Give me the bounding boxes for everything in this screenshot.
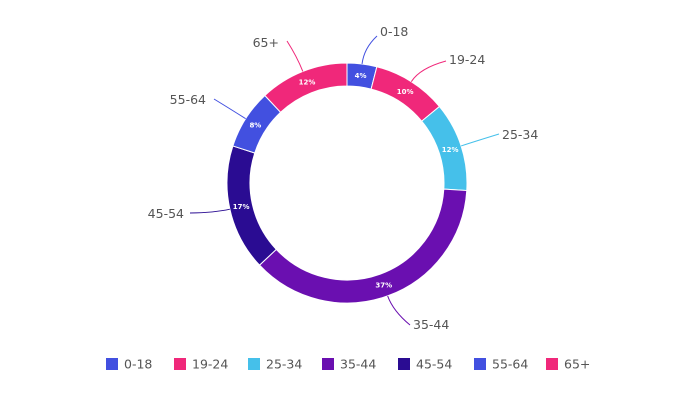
slice-35-44 <box>258 188 468 304</box>
legend-swatch <box>474 358 486 370</box>
category-label: 0-18 <box>380 24 408 39</box>
legend-swatch <box>546 358 558 370</box>
slice-value-label: 4% <box>355 72 367 80</box>
category-label: 55-64 <box>170 92 206 107</box>
slice-value-label: 37% <box>375 282 392 290</box>
legend-swatch <box>248 358 260 370</box>
slice-65+ <box>264 62 348 113</box>
legend-item[interactable]: 35-44 <box>322 357 376 372</box>
connector-line <box>410 60 447 82</box>
category-label: 25-34 <box>502 127 538 142</box>
legend-label: 25-34 <box>266 357 302 372</box>
legend-item[interactable]: 0-18 <box>106 357 152 372</box>
legend-label: 35-44 <box>340 357 376 372</box>
category-label: 45-54 <box>148 206 184 221</box>
slice-value-label: 12% <box>299 79 316 87</box>
connector-line <box>387 295 411 326</box>
slice-value-label: 10% <box>397 88 414 96</box>
legend: 0-18 19-24 25-34 35-44 45-54 55-64 65+ <box>106 357 590 372</box>
legend-swatch <box>398 358 410 370</box>
legend-swatch <box>106 358 118 370</box>
percentage-labels: 4% 10% 12% 37% 17% 8% 12% <box>233 72 459 290</box>
slice-value-label: 12% <box>442 146 459 154</box>
connector-line <box>286 40 304 72</box>
slice-value-label: 8% <box>249 121 261 129</box>
legend-item[interactable]: 55-64 <box>474 357 528 372</box>
connector-line <box>189 208 230 214</box>
legend-label: 65+ <box>564 357 590 372</box>
category-label: 35-44 <box>413 317 449 332</box>
legend-item[interactable]: 19-24 <box>174 357 228 372</box>
category-label: 65+ <box>253 35 279 50</box>
legend-item[interactable]: 25-34 <box>248 357 302 372</box>
legend-item[interactable]: 65+ <box>546 357 590 372</box>
legend-label: 19-24 <box>192 357 228 372</box>
legend-label: 0-18 <box>124 357 152 372</box>
category-labels: 0-18 19-24 25-34 35-44 45-54 55-64 65+ <box>148 24 539 332</box>
category-label: 19-24 <box>449 52 485 67</box>
connector-line <box>361 35 378 65</box>
legend-label: 45-54 <box>416 357 452 372</box>
label-connectors <box>189 35 500 326</box>
legend-item[interactable]: 45-54 <box>398 357 452 372</box>
legend-swatch <box>174 358 186 370</box>
connector-line <box>213 98 246 120</box>
legend-swatch <box>322 358 334 370</box>
connector-line <box>460 133 500 147</box>
donut-slices <box>226 62 468 304</box>
legend-label: 55-64 <box>492 357 528 372</box>
slice-value-label: 17% <box>233 203 250 211</box>
